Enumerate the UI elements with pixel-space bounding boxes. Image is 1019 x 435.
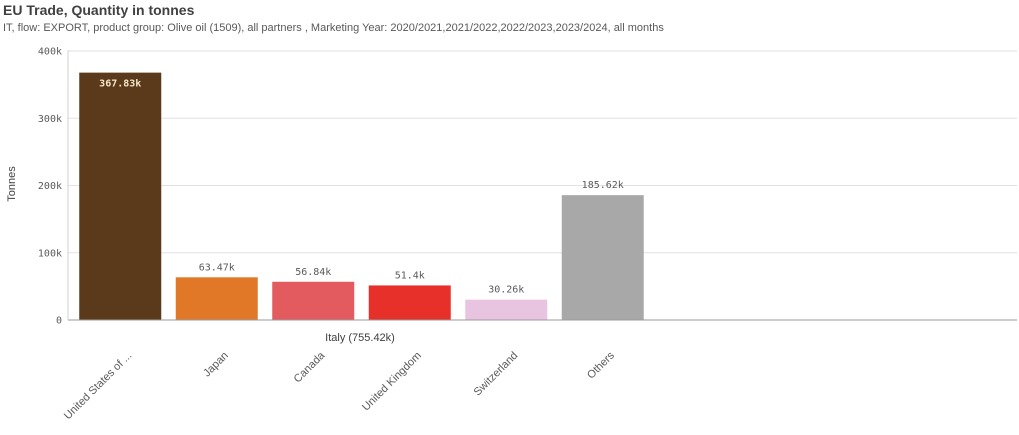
y-tick-labels: 0 100k 200k 300k 400k: [38, 47, 62, 327]
gridlines: [68, 50, 1017, 254]
value-label: 367.83k: [99, 79, 141, 90]
category-label: Switzerland: [472, 350, 521, 399]
y-tick-label: 300k: [38, 114, 62, 125]
value-label: 51.4k: [395, 270, 425, 281]
category-label: Others: [585, 349, 617, 381]
bar[interactable]: [175, 277, 258, 320]
y-tick-label: 400k: [38, 47, 62, 58]
y-tick-label: 200k: [38, 181, 62, 192]
x-axis-title: Italy (755.42k): [325, 332, 395, 344]
y-tick-label: 0: [56, 316, 62, 327]
value-label: 185.62k: [582, 180, 624, 191]
category-label: Canada: [292, 349, 328, 385]
bar[interactable]: [272, 281, 355, 320]
chart-title: EU Trade, Quantity in tonnes: [3, 2, 195, 18]
category-labels: United States of ... Japan Canada United Ki…: [62, 349, 617, 422]
bar[interactable]: [465, 299, 548, 320]
bar[interactable]: [368, 285, 451, 320]
value-label: 30.26k: [488, 285, 524, 296]
category-label: Japan: [201, 350, 231, 380]
value-label: 63.47k: [199, 262, 235, 273]
bar[interactable]: [79, 72, 162, 320]
value-labels: 367.83k 63.47k 56.84k 51.4k 30.26k 185.62k: [99, 79, 624, 296]
bars: [79, 72, 644, 320]
category-label: United Kingdom: [360, 350, 424, 414]
y-tick-label: 100k: [38, 248, 62, 259]
y-axis-title: Tonnes: [6, 166, 18, 202]
chart-subtitle: IT, flow: EXPORT, product group: Olive o…: [3, 22, 664, 34]
category-label: United States of ...: [62, 350, 134, 422]
bar[interactable]: [561, 195, 644, 320]
value-label: 56.84k: [295, 267, 331, 278]
